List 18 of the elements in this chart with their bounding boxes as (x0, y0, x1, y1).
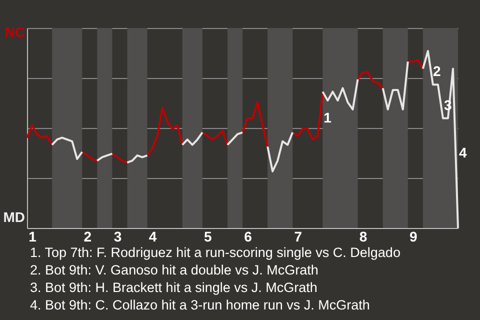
x-tick-label: 8 (359, 228, 368, 244)
x-tick-label: 3 (114, 228, 122, 244)
text: 3. Bot 9th: H. Brackett hit a single vs J. McGrath (30, 280, 318, 295)
x-tick-label: 1 (28, 228, 37, 244)
x-tick-label: 9 (409, 228, 418, 244)
x-tick-label: 4 (148, 228, 157, 244)
x-tick-label: 2 (84, 228, 92, 244)
annotation: 2 (432, 63, 441, 80)
text: 1. Top 7th: F. Rodriguez hit a run-scoring single vs C. Delgado (30, 245, 400, 260)
text: 4 (459, 144, 467, 161)
text: 4. Bot 9th: C. Collazo hit a 3-run home run vs J. McGrath (30, 298, 370, 312)
x-tick-label: 7 (294, 228, 302, 244)
x-tick-label: 6 (244, 228, 252, 244)
annotation: 1 (324, 109, 332, 126)
text: 2. Bot 9th: V. Ganoso hit a double vs J. McGrath (30, 262, 318, 278)
text: MD (3, 209, 25, 225)
text: NC (4, 24, 25, 40)
x-tick-label: 5 (204, 228, 212, 244)
